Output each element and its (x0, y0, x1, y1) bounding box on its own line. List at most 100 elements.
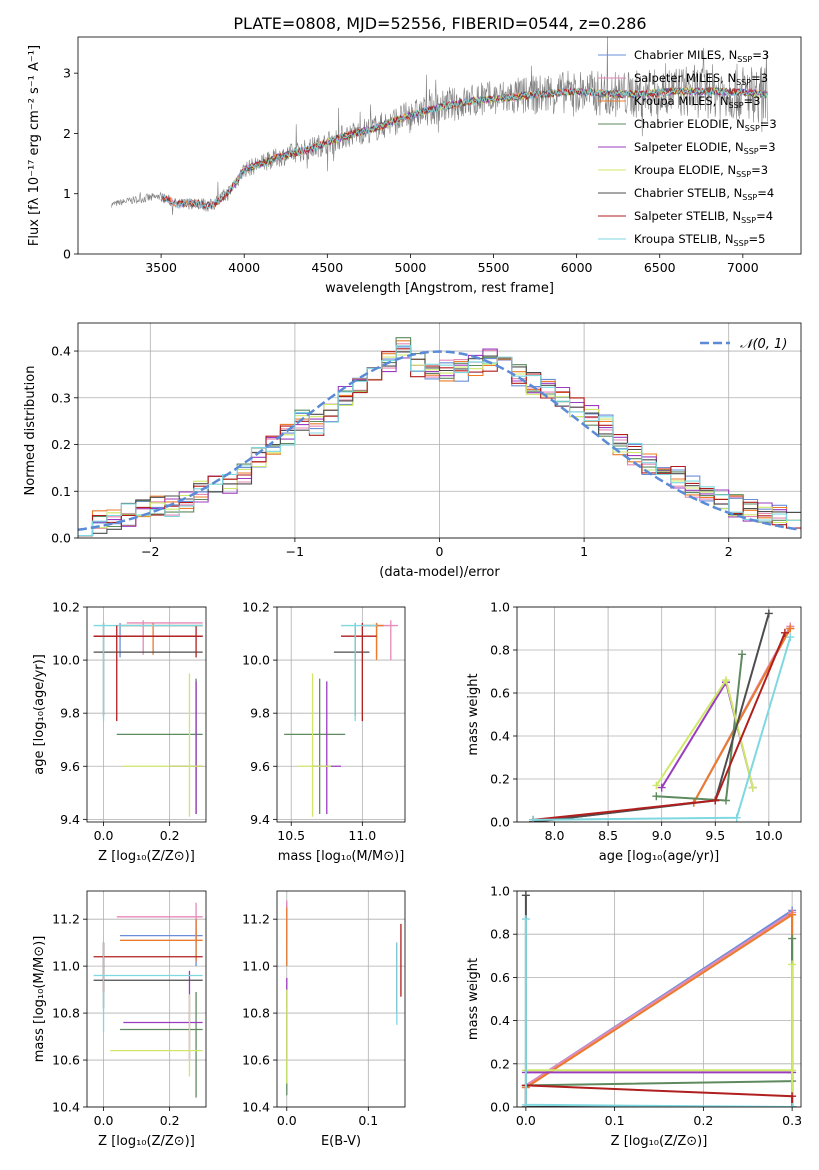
y-axis-label: Normed distribution (23, 366, 38, 496)
panel-age_vs_mass: 10.5 11.0 9.4 9.6 9.8 10.0 10.2 mass [log₁₀(M/M… (242, 600, 406, 864)
y-tick-label: 0.6 (490, 686, 510, 701)
model-spectrum (160, 86, 768, 210)
model-spectrum (160, 87, 768, 210)
y-tick-label: 0.1 (51, 484, 71, 499)
y-tick-label: 10.0 (242, 653, 270, 668)
residual-histogram (78, 351, 801, 537)
y-tick-label: 9.4 (60, 812, 80, 827)
x-tick-label: 8.0 (545, 828, 565, 843)
mass-weight-marker (788, 910, 797, 919)
mass-weight-marker (764, 609, 773, 618)
legend-entry: Salpeter MILES, NSSP=3 (634, 71, 768, 87)
mass-weight-marker (529, 815, 538, 822)
y-tick-label: 1.0 (490, 884, 510, 899)
mass-weight-marker (786, 633, 795, 642)
plot-area (93, 620, 203, 817)
y-tick-label: 10.2 (242, 600, 270, 615)
x-axis-label: E(B-V) (321, 1134, 361, 1149)
mass-weight-marker (521, 915, 530, 924)
y-tick-label: 0.4 (51, 344, 71, 359)
axes-frame (77, 36, 802, 255)
x-tick-label: −1 (286, 544, 304, 559)
model-spectrum (160, 86, 768, 209)
mass-weight-marker (788, 1092, 797, 1101)
mass-weight-line (524, 919, 793, 1107)
x-tick-label: 0.2 (693, 1113, 713, 1128)
y-tick-label: 10.8 (52, 1006, 80, 1021)
mass-weight-marker (788, 1103, 797, 1107)
axes-frame (516, 606, 802, 823)
y-axis-label: Flux [fλ 10⁻¹⁷ erg cm⁻² s⁻¹ A⁻¹] (27, 45, 42, 246)
x-tick-label: 0.2 (160, 828, 180, 843)
y-tick-label: 0.2 (51, 437, 71, 452)
y-tick-label: 3 (63, 66, 71, 81)
mass-weight-line (532, 632, 786, 821)
mass-weight-marker (780, 628, 789, 637)
legend: Chabrier MILES, NSSP=3 Salpeter MILES, NS… (598, 48, 777, 248)
y-tick-label: 0.8 (490, 927, 510, 942)
legend-entry: Chabrier MILES, NSSP=3 (634, 48, 769, 64)
y-tick-label: 0.2 (490, 1056, 510, 1071)
y-tick-label: 11.2 (52, 912, 80, 927)
y-tick-label: 11.0 (52, 959, 80, 974)
x-tick-label: 0 (436, 544, 444, 559)
axes-frame (276, 890, 406, 1108)
y-tick-label: 0.6 (490, 970, 510, 985)
mass-weight-marker (732, 813, 741, 822)
mass-weight-marker (748, 783, 757, 792)
y-tick-label: 0.0 (51, 531, 71, 546)
plot-area (521, 891, 797, 1107)
axes-frame (516, 890, 802, 1108)
mass-weight-line (525, 938, 794, 1107)
plot-area (110, 37, 768, 216)
axes-frame (86, 890, 207, 1108)
plot-area (284, 620, 398, 817)
legend-entry: Kroupa STELIB, NSSP=5 (634, 232, 765, 248)
x-tick-label: 0.3 (782, 1113, 802, 1128)
mass-weight-line (525, 964, 794, 1107)
x-tick-label: 6000 (561, 260, 593, 275)
y-tick-label: 10.8 (242, 1006, 270, 1021)
legend-entry: 𝒩(0, 1) (740, 337, 787, 352)
y-tick-label: 0.0 (490, 815, 510, 830)
y-tick-label: 0.0 (490, 1100, 510, 1115)
mass-weight-marker (788, 934, 797, 943)
x-tick-label: 8.5 (598, 828, 618, 843)
x-tick-label: 9.0 (652, 828, 672, 843)
y-tick-label: 10.6 (242, 1053, 270, 1068)
y-tick-label: 10.4 (242, 1100, 270, 1115)
panel-mass_vs_ebv: 0.0 0.1 10.4 10.6 10.8 11.0 11.2 E(B-V) (242, 890, 406, 1149)
mass-weight-marker (652, 781, 661, 790)
y-tick-label: 2 (63, 126, 71, 141)
plot-area (529, 609, 795, 822)
y-tick-label: 10.6 (52, 1053, 80, 1068)
panel-mass_vs_Z: 0.0 0.2 10.4 10.6 10.8 11.0 11.2 Z [log₁₀(Z/Z⊙)… (32, 890, 207, 1149)
legend-entry: Salpeter ELODIE, NSSP=3 (634, 140, 776, 156)
y-tick-label: 10.2 (52, 600, 80, 615)
x-axis-label: Z [log₁₀(Z/Z⊙)] (98, 1134, 195, 1149)
residual-histogram (78, 348, 801, 537)
mass-weight-marker (788, 960, 797, 969)
plot-area (286, 900, 402, 1096)
normal-reference-curve (78, 350, 801, 532)
axes-frame (276, 606, 406, 823)
y-tick-label: 0.3 (51, 390, 71, 405)
x-tick-label: 3500 (145, 260, 177, 275)
x-axis-label: mass [log₁₀(M/M⊙)] (278, 849, 405, 864)
x-tick-label: 10.5 (277, 828, 305, 843)
y-axis-label: mass weight (466, 673, 481, 755)
x-tick-label: 10.0 (755, 828, 783, 843)
mass-weight-marker (721, 796, 730, 805)
model-spectrum (227, 86, 768, 198)
panel-massweight_vs_age: 8.0 8.5 9.0 9.5 10.0 0.0 0.2 0.4 0.6 0.8 1.0 age [l… (466, 600, 802, 864)
y-tick-label: 0 (63, 247, 71, 262)
x-tick-label: 9.5 (705, 828, 725, 843)
x-axis-label: wavelength [Angstrom, rest frame] (325, 281, 554, 296)
y-tick-label: 10.0 (52, 653, 80, 668)
x-axis-label: Z [log₁₀(Z/Z⊙)] (611, 1134, 708, 1149)
x-tick-label: 5000 (395, 260, 427, 275)
mass-weight-line (532, 613, 770, 822)
legend-entry: Salpeter STELIB, NSSP=4 (634, 209, 773, 225)
x-tick-label: 0.0 (516, 1113, 536, 1128)
residual-histogram (78, 354, 801, 537)
